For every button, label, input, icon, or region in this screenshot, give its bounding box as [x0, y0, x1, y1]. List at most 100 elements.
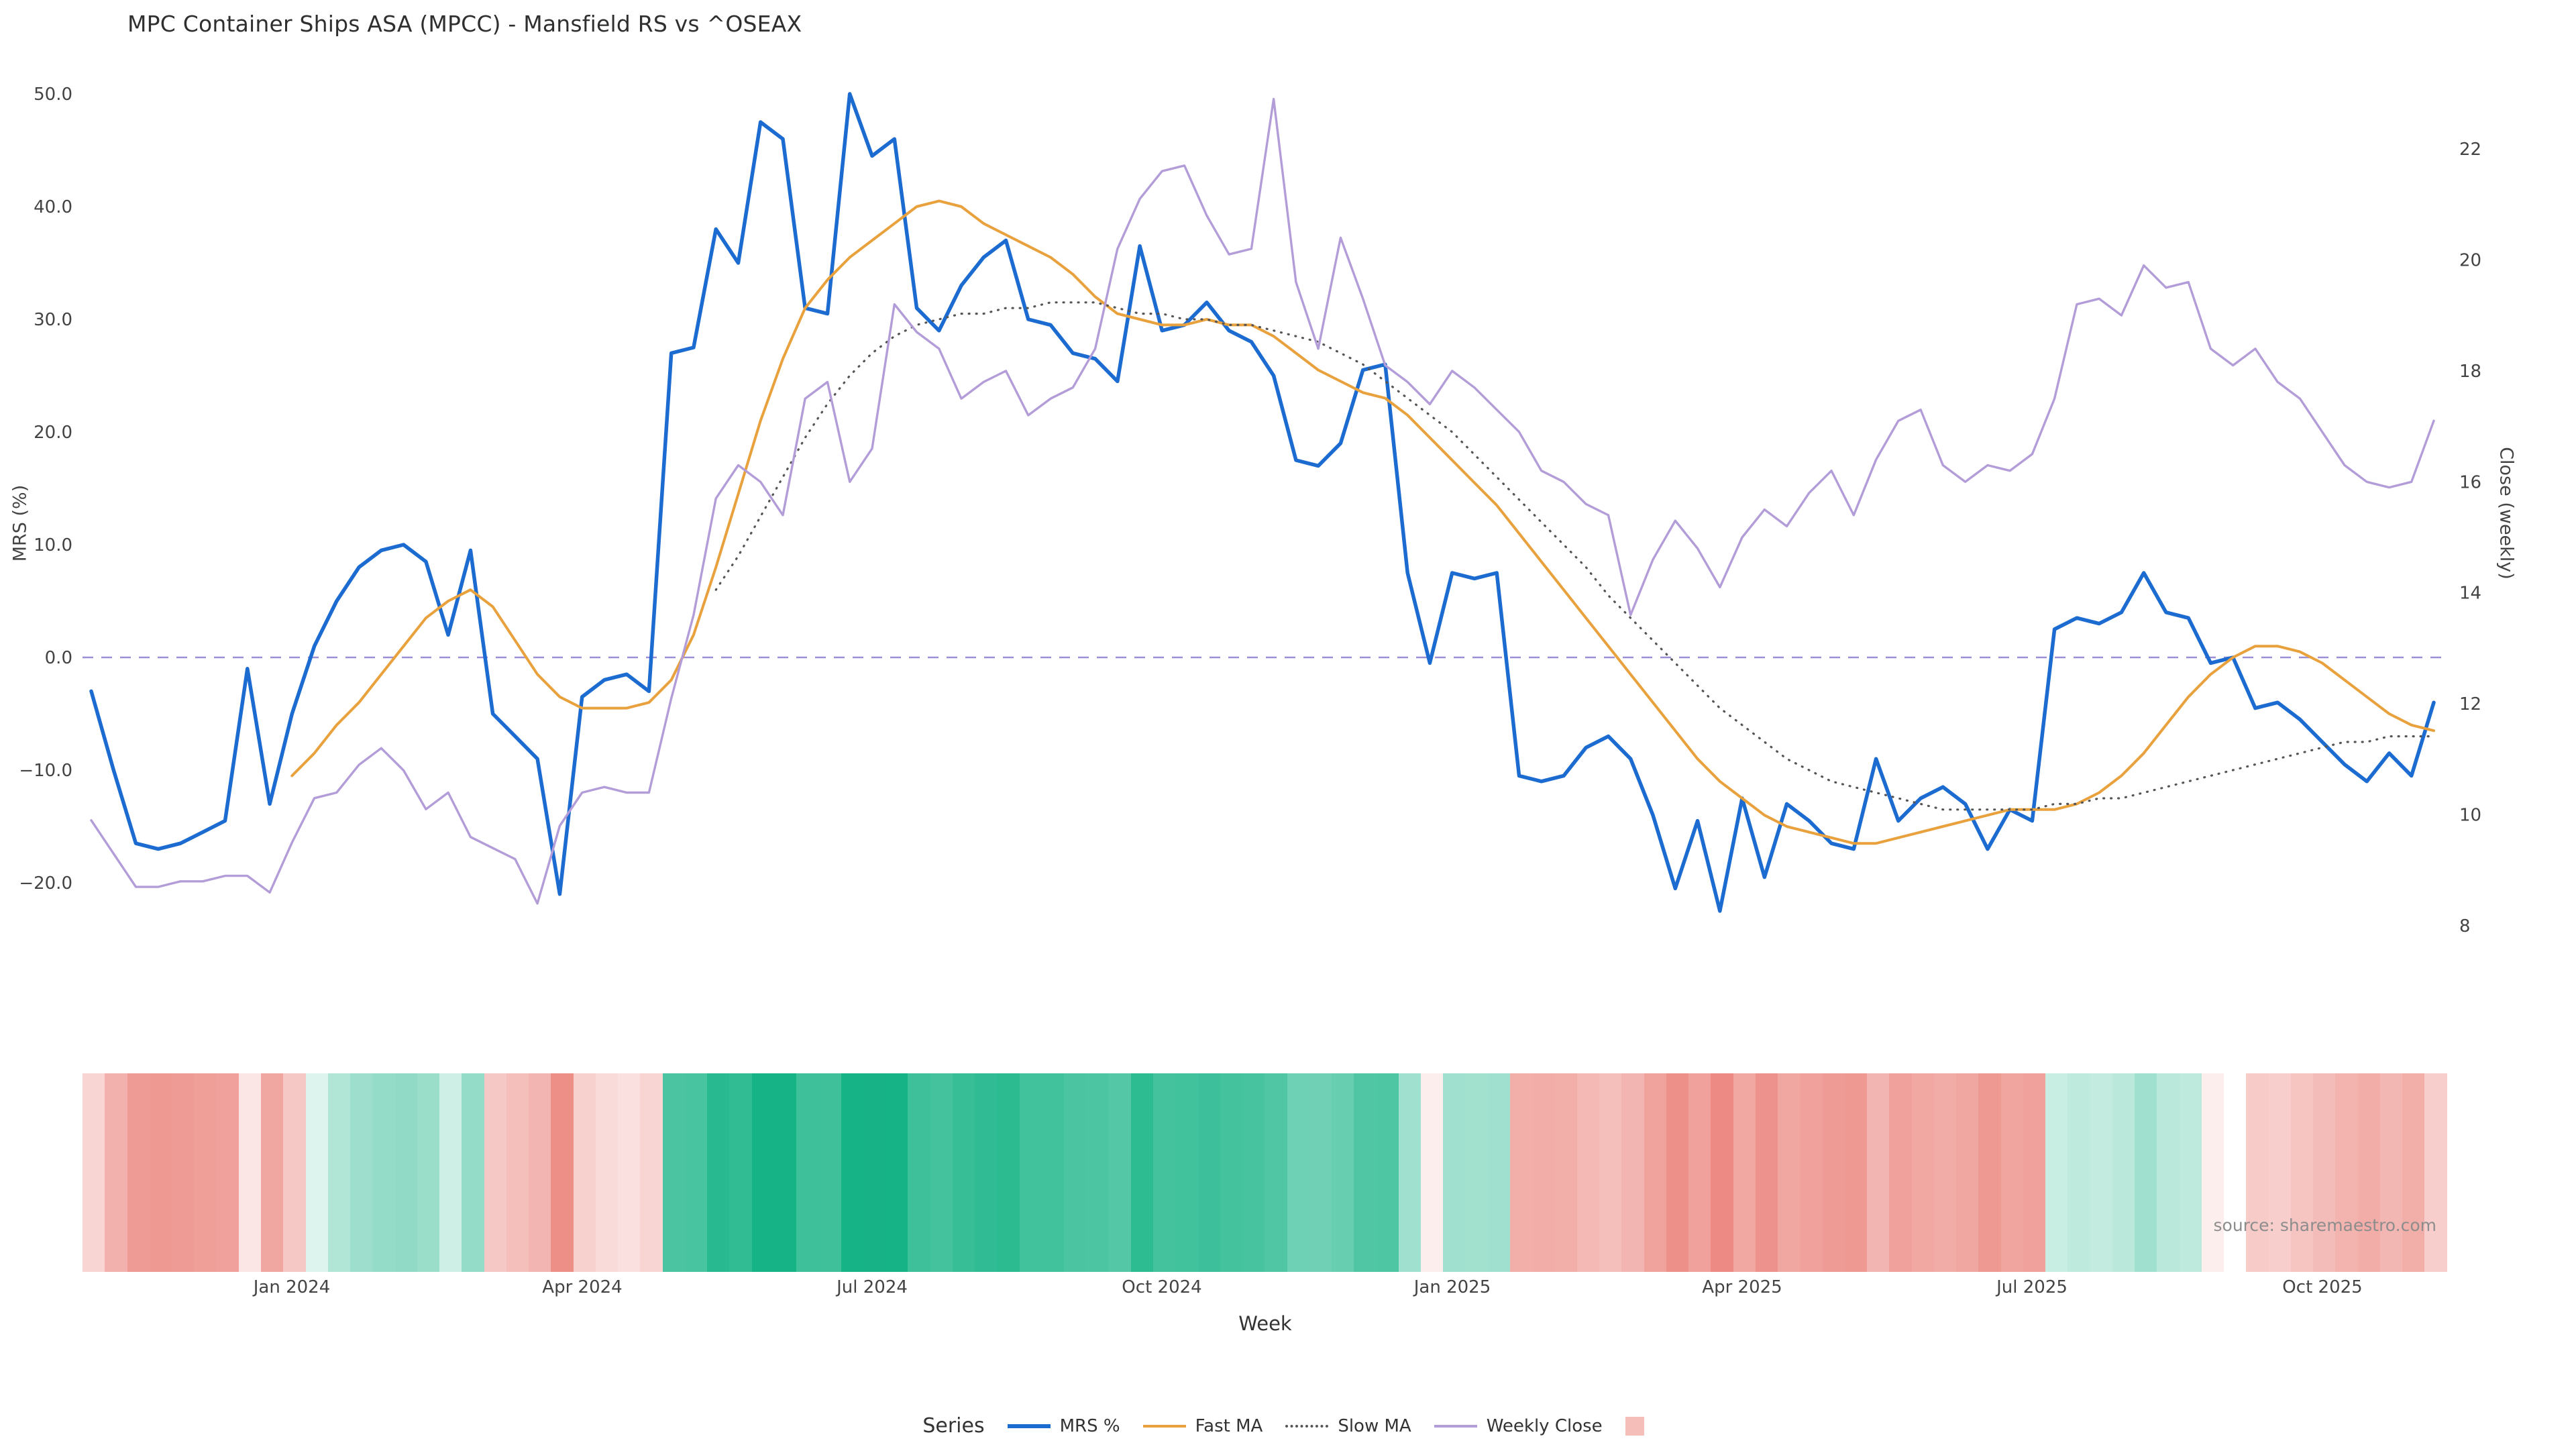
x-tick-label: Oct 2025 [2282, 1277, 2363, 1297]
heatmap-cell [1733, 1073, 1756, 1272]
legend-item: Fast MA [1142, 1415, 1263, 1436]
source-credit: source: sharemaestro.com [2213, 1216, 2437, 1235]
heatmap-cell [573, 1073, 596, 1272]
heatmap-cell [149, 1073, 172, 1272]
heatmap-cell [394, 1073, 417, 1272]
right-tick-label: 22 [2459, 140, 2481, 160]
heatmap-cell [1487, 1073, 1510, 1272]
heatmap-cell [1688, 1073, 1711, 1272]
legend-item-label: Slow MA [1338, 1415, 1411, 1436]
x-tick-label: Jul 2025 [1996, 1277, 2068, 1297]
heatmap-cell [172, 1073, 195, 1272]
heatmap-cell [350, 1073, 373, 1272]
heatmap-cell [194, 1073, 217, 1272]
series-line-fast-ma [290, 199, 2435, 845]
legend-line-sample [1434, 1424, 1477, 1428]
legend-title: Series [922, 1414, 985, 1438]
legend-item-label: Weekly Close [1486, 1415, 1603, 1436]
heatmap-cell [506, 1073, 529, 1272]
heatmap-cell [439, 1073, 462, 1272]
x-tick-label: Jan 2025 [1413, 1277, 1491, 1297]
right-tick-label: 14 [2459, 584, 2481, 604]
heatmap-cell [305, 1073, 328, 1272]
heatmap-cell [1153, 1073, 1176, 1272]
heatmap-cell [1822, 1073, 1845, 1272]
heatmap-cell [1242, 1073, 1265, 1272]
heatmap-cell [2357, 1073, 2380, 1272]
legend-item-label: Fast MA [1195, 1415, 1263, 1436]
series-line-mrs- [89, 92, 2436, 913]
x-tick-label: Apr 2024 [542, 1277, 623, 1297]
left-tick-label: 20.0 [34, 423, 72, 443]
heatmap-cell [1309, 1073, 1332, 1272]
x-tick-label: Oct 2024 [1122, 1277, 1202, 1297]
heatmap-cell [1800, 1073, 1823, 1272]
heatmap-cell [462, 1073, 484, 1272]
heatmap-cell [1108, 1073, 1131, 1272]
heatmap-cell [1956, 1073, 1979, 1272]
heatmap-cell [1175, 1073, 1198, 1272]
heatmap-cell [2157, 1073, 2180, 1272]
legend: Series MRS % Fast MA Slow MA Weekly Close [0, 1414, 2576, 1438]
heatmap-cell [551, 1073, 574, 1272]
heatmap-cell [1554, 1073, 1577, 1272]
heatmap-cell [1532, 1073, 1555, 1272]
heatmap-cell [595, 1073, 618, 1272]
heatmap-cell [952, 1073, 975, 1272]
right-tick-label: 20 [2459, 250, 2481, 270]
heatmap-cell [684, 1073, 707, 1272]
heatmap-cell [1599, 1073, 1622, 1272]
heatmap-cell [751, 1073, 774, 1272]
heatmap-cell [997, 1073, 1020, 1272]
heatmap-cell [2179, 1073, 2202, 1272]
heatmap-cell [1443, 1073, 1466, 1272]
heatmap-cell [2379, 1073, 2402, 1272]
heatmap-cell [1265, 1073, 1287, 1272]
heatmap-cell [1778, 1073, 1801, 1272]
heatmap-cell [1621, 1073, 1644, 1272]
heatmap-cell [908, 1073, 930, 1272]
legend-line-sample [1007, 1424, 1051, 1428]
heatmap-cell [2023, 1073, 2045, 1272]
heatmap-cell [1019, 1073, 1042, 1272]
heatmap-cell [2268, 1073, 2291, 1272]
heatmap-cell [1041, 1073, 1064, 1272]
heatmap-cell [1398, 1073, 1421, 1272]
heatmap-cell [863, 1073, 885, 1272]
legend-line-sample [1285, 1424, 1329, 1428]
right-tick-label: 12 [2459, 694, 2481, 714]
left-tick-label: −20.0 [19, 873, 72, 894]
legend-item [1625, 1416, 1654, 1436]
heatmap-cell [1576, 1073, 1599, 1272]
heatmap-cell [818, 1073, 841, 1272]
heatmap-cell [327, 1073, 350, 1272]
heatmap-cell [261, 1073, 284, 1272]
legend-line-sample [1142, 1424, 1186, 1428]
left-tick-label: 0.0 [45, 648, 72, 668]
left-tick-label: 30.0 [34, 310, 72, 330]
heatmap-cell [1978, 1073, 2001, 1272]
heatmap-cell [1421, 1073, 1444, 1272]
legend-heatmap-swatch [1625, 1416, 1644, 1436]
heatmap-cell [662, 1073, 685, 1272]
heatmap-cell [1666, 1073, 1688, 1272]
heatmap-cell [238, 1073, 261, 1272]
heatmap-cell [975, 1073, 998, 1272]
legend-item: Slow MA [1285, 1416, 1411, 1436]
left-tick-label: 10.0 [34, 535, 72, 555]
heatmap-cell [1064, 1073, 1087, 1272]
heatmap-cell [2201, 1073, 2224, 1272]
x-axis-ticks: Jan 2024 Apr 2024 Jul 2024 Oct 2024 Jan 2025… [0, 1277, 2576, 1304]
heatmap-cell [417, 1073, 439, 1272]
heatmap-cell [729, 1073, 752, 1272]
x-tick-label: Jan 2024 [253, 1277, 331, 1297]
right-tick-label: 8 [2459, 916, 2471, 936]
heatmap-cell [1130, 1073, 1153, 1272]
heatmap-cell [1844, 1073, 1867, 1272]
chart-canvas: 50.0 40.0 30.0 20.0 10.0 0.0 −10.0 −20.0 22 20 18 1… [19, 85, 2481, 936]
left-tick-label: −10.0 [19, 761, 72, 781]
heatmap-cell [529, 1073, 551, 1272]
heatmap-cell [1911, 1073, 1934, 1272]
heatmap-cell [2224, 1073, 2247, 1272]
